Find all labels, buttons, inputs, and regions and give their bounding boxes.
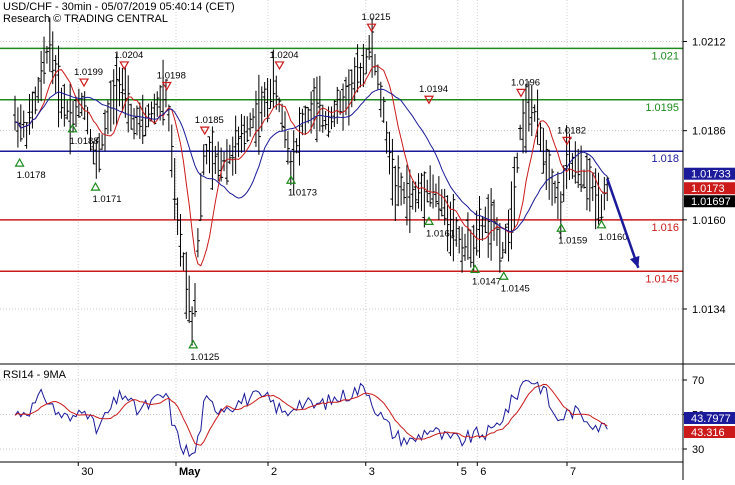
low-marker-triangle <box>556 223 567 232</box>
low-value-label: 1.0171 <box>93 194 122 205</box>
low-value-label: 1.0173 <box>288 187 317 198</box>
time-tick-label: May <box>179 466 201 478</box>
high-marker-triangle <box>161 81 172 91</box>
time-tick-label: 7 <box>570 466 576 478</box>
time-tick-label: 30 <box>81 466 93 478</box>
high-value-label: 1.0204 <box>270 50 299 61</box>
level-label: 1.016 <box>651 222 679 234</box>
low-marker-triangle <box>285 175 297 184</box>
pivot-annotations: 1.0178 1.0199 1.0204 1.0188 1.0171 1.0198 1.01… <box>14 12 640 363</box>
moving-average-slow <box>14 88 608 233</box>
level-label: 1.0195 <box>645 102 679 114</box>
rsi-tag-label: 43.7977 <box>691 413 731 425</box>
low-value-label: 1.0145 <box>501 283 530 294</box>
price-tag-label: 1.0173 <box>691 183 725 195</box>
high-marker-triangle <box>119 61 130 71</box>
price-tag-box <box>684 167 735 180</box>
high-value-label: 1.0204 <box>114 50 143 61</box>
high-marker-triangle <box>515 88 527 98</box>
low-marker-triangle <box>67 123 78 133</box>
price-tick-label: 1.0186 <box>692 126 726 138</box>
rsi-tick-label: 70 <box>692 375 704 387</box>
price-tag-box <box>684 195 735 208</box>
rsi-tag-box <box>684 426 735 438</box>
low-marker-triangle <box>14 157 25 167</box>
rsi-tag-box <box>684 412 735 424</box>
high-value-label: 1.0215 <box>362 12 391 23</box>
high-value-label: 1.0182 <box>557 125 586 136</box>
high-marker-triangle <box>366 23 377 33</box>
high-marker-triangle <box>423 95 435 105</box>
forecast-arrow-shaft <box>606 178 640 269</box>
low-marker-triangle <box>596 219 607 229</box>
moving-averages <box>14 65 608 267</box>
rsi-panel: RSI14 - 9MA <box>3 369 608 458</box>
level-label: 1.021 <box>651 50 679 62</box>
low-marker-triangle <box>423 216 435 226</box>
low-marker-triangle <box>90 181 101 191</box>
chart-credit: Research © TRADING CENTRAL <box>3 13 168 25</box>
time-tick-label: 2 <box>271 466 277 478</box>
low-value-label: 1.0160 <box>599 232 628 243</box>
price-tag-box <box>684 182 735 195</box>
low-marker-triangle <box>188 339 199 349</box>
low-value-label: 1.0188 <box>70 136 99 147</box>
grid-layer <box>0 0 683 462</box>
rsi-ma-line <box>14 383 608 446</box>
forecast-arrow-head <box>629 255 640 268</box>
time-tick-label: 3 <box>369 466 375 478</box>
rsi-line <box>14 379 608 458</box>
price-tick-label: 1.0134 <box>692 304 726 316</box>
high-value-label: 1.0199 <box>74 67 103 78</box>
time-tick-label: 6 <box>480 466 486 478</box>
moving-average-fast <box>14 65 608 267</box>
high-value-label: 1.0194 <box>419 84 448 95</box>
price-tag-label: 1.01697 <box>691 196 731 208</box>
high-marker-triangle <box>199 126 210 136</box>
time-tick-label: 5 <box>461 466 467 478</box>
high-marker-triangle <box>274 61 285 71</box>
low-marker-triangle <box>469 264 481 274</box>
low-value-label: 1.0161 <box>426 228 455 239</box>
level-label: 1.0145 <box>645 273 679 285</box>
low-value-label: 1.0147 <box>472 276 501 287</box>
high-value-label: 1.0196 <box>511 77 540 88</box>
high-value-label: 1.0198 <box>157 71 186 82</box>
low-value-label: 1.0159 <box>558 235 587 246</box>
rsi-tick-label: 30 <box>692 444 704 456</box>
ohlc-bars <box>13 17 610 346</box>
high-value-label: 1.0185 <box>195 115 224 126</box>
low-marker-triangle <box>498 271 509 280</box>
price-tag-label: 1.01733 <box>691 169 731 181</box>
low-value-label: 1.0178 <box>17 170 46 181</box>
rsi-tag-label: 43.316 <box>691 427 725 439</box>
low-value-label: 1.0125 <box>190 352 219 363</box>
price-tick-label: 1.0212 <box>692 37 726 49</box>
chart-title: USD/CHF - 30min - 05/07/2019 05:40:14 (C… <box>3 1 235 13</box>
high-marker-triangle <box>561 136 573 146</box>
level-label: 1.018 <box>651 153 679 165</box>
high-marker-triangle <box>78 78 90 88</box>
rsi-title: RSI14 - 9MA <box>3 369 67 381</box>
price-tick-label: 1.0160 <box>692 215 726 227</box>
